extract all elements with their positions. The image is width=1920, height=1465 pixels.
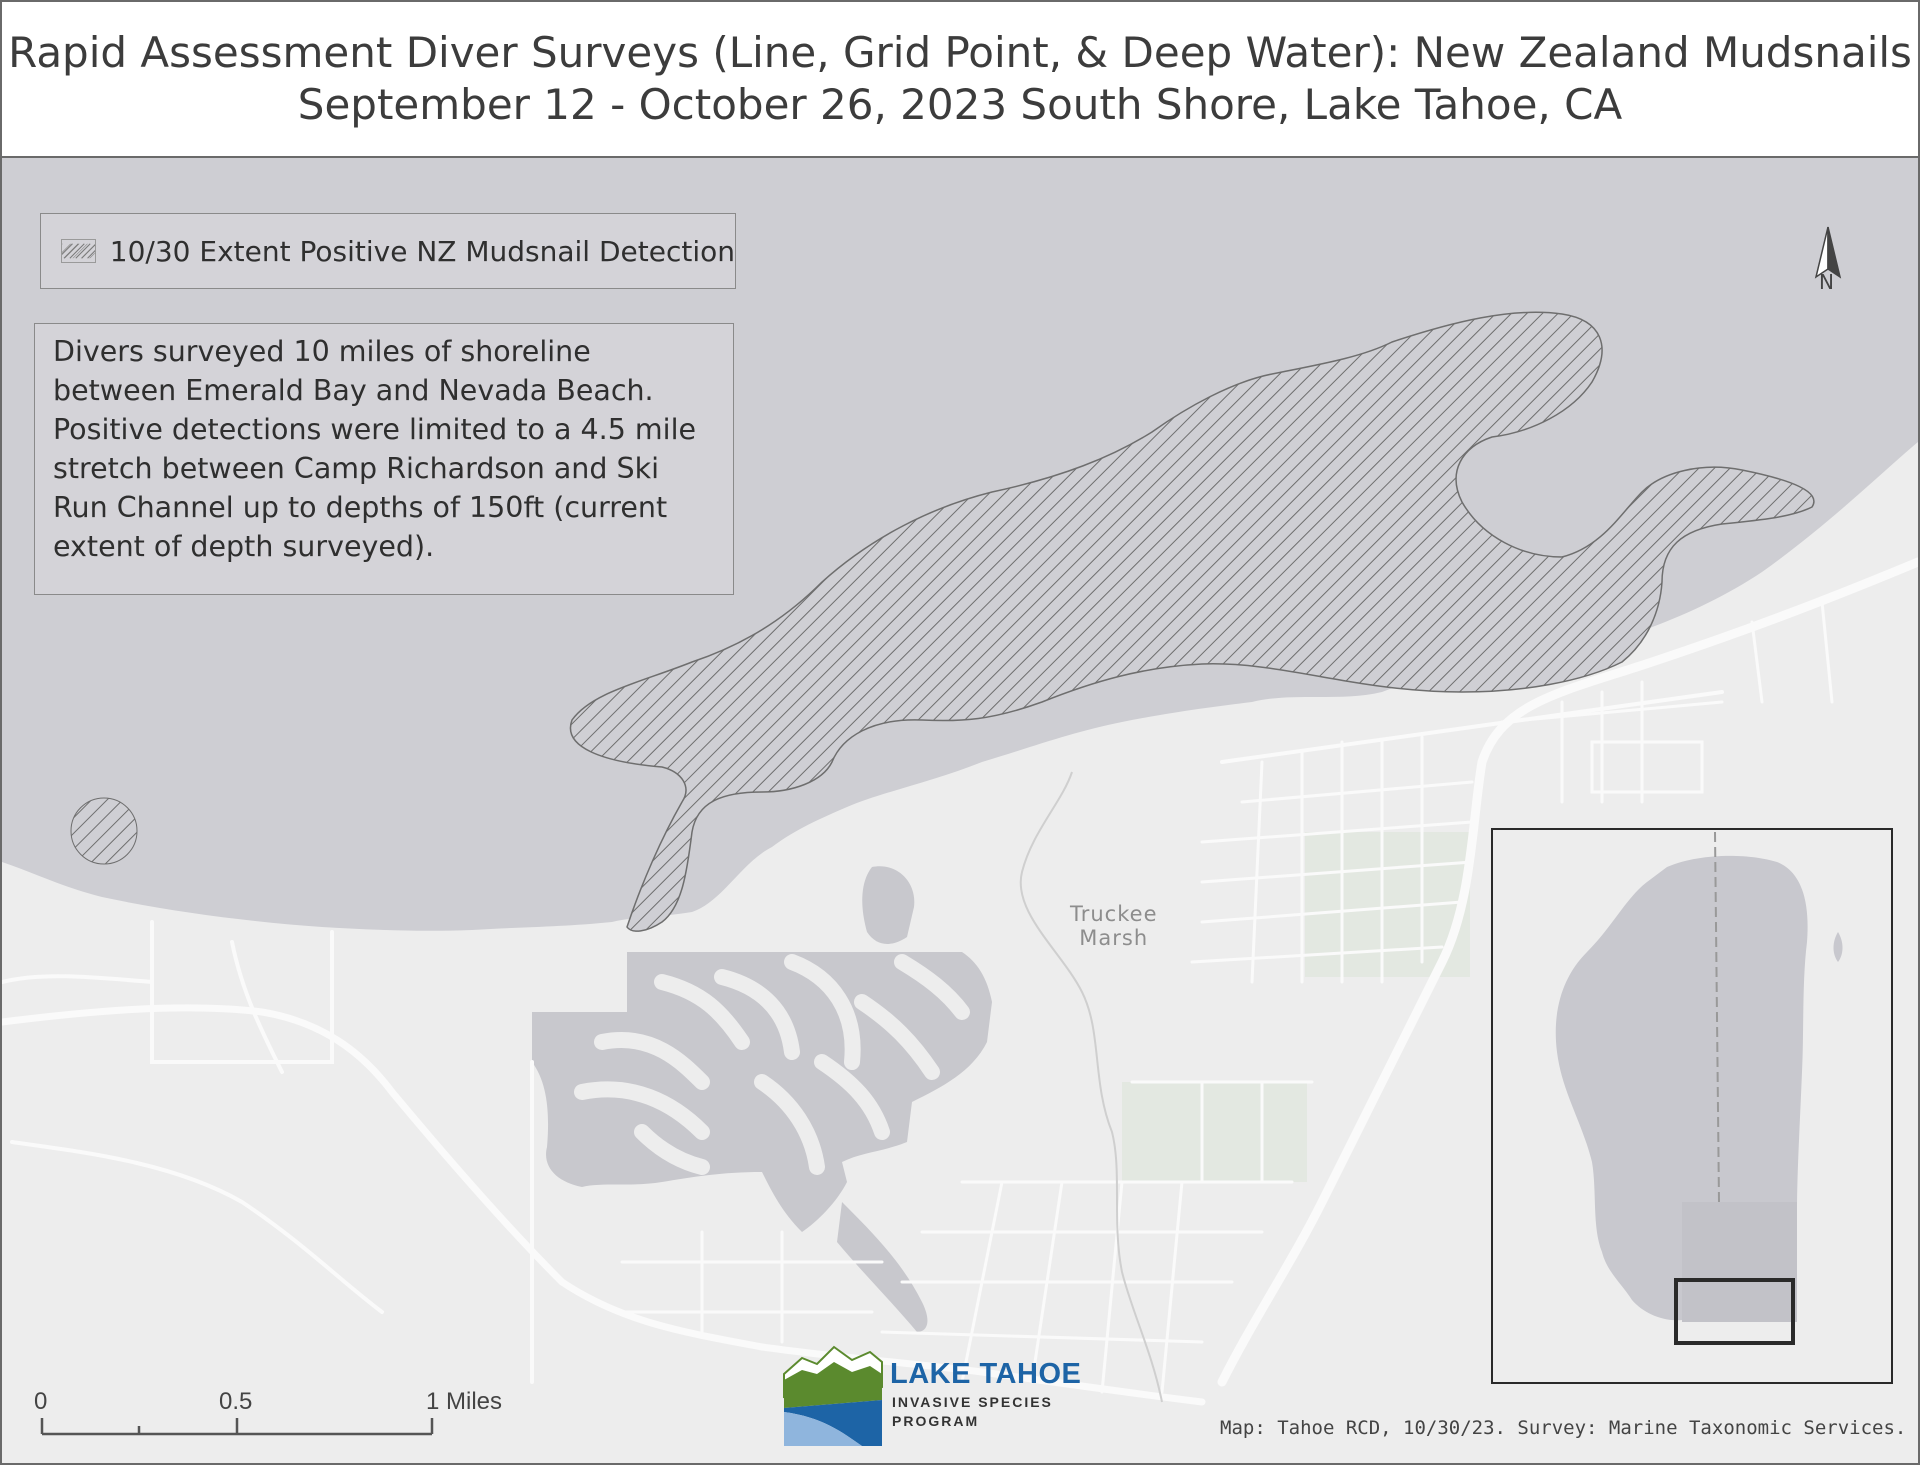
detection-extent-small	[70, 797, 138, 865]
map-subtitle: September 12 - October 26, 2023 South Sh…	[297, 80, 1623, 129]
map-credit: Map: Tahoe RCD, 10/30/23. Survey: Marine…	[1220, 1417, 1907, 1439]
logo-title: LAKE TAHOE	[890, 1358, 1082, 1390]
scale-tick-label: 0.5	[219, 1388, 253, 1415]
survey-note: Divers surveyed 10 miles of shoreline be…	[34, 323, 734, 595]
legend: 10/30 Extent Positive NZ Mudsnail Detect…	[40, 213, 736, 289]
map-title: Rapid Assessment Diver Surveys (Line, Gr…	[8, 28, 1912, 77]
north-arrow-label: N	[1819, 270, 1834, 294]
north-arrow-icon	[1814, 226, 1842, 279]
road-network	[2, 557, 1918, 1406]
legend-label: 10/30 Extent Positive NZ Mudsnail Detect…	[109, 234, 735, 268]
detection-extent	[569, 311, 1815, 932]
scale-bar	[40, 1418, 434, 1436]
marina-islands	[574, 954, 970, 1175]
place-label-truckee-marsh: Truckee Marsh	[1070, 902, 1157, 950]
map-canvas[interactable]: Truckee Marsh	[2, 158, 1918, 1463]
hatch-swatch-icon	[61, 239, 96, 263]
place-label-line: Marsh	[1079, 926, 1149, 950]
state-line	[1714, 831, 1720, 1203]
logo-subtitle: INVASIVE SPECIES	[892, 1394, 1053, 1410]
park-area	[1122, 1082, 1307, 1182]
scale-tick-label: 0	[34, 1388, 48, 1415]
place-label-line: Truckee	[1070, 902, 1158, 926]
logo-subtitle: PROGRAM	[892, 1413, 980, 1429]
overview-inset	[1491, 828, 1893, 1384]
creek	[1019, 771, 1163, 1403]
title-panel: Rapid Assessment Diver Surveys (Line, Gr…	[2, 2, 1918, 158]
logo-mark	[783, 1345, 883, 1446]
overview-extent-box	[1674, 1278, 1795, 1345]
scale-tick-label: 1 Miles	[426, 1388, 503, 1415]
